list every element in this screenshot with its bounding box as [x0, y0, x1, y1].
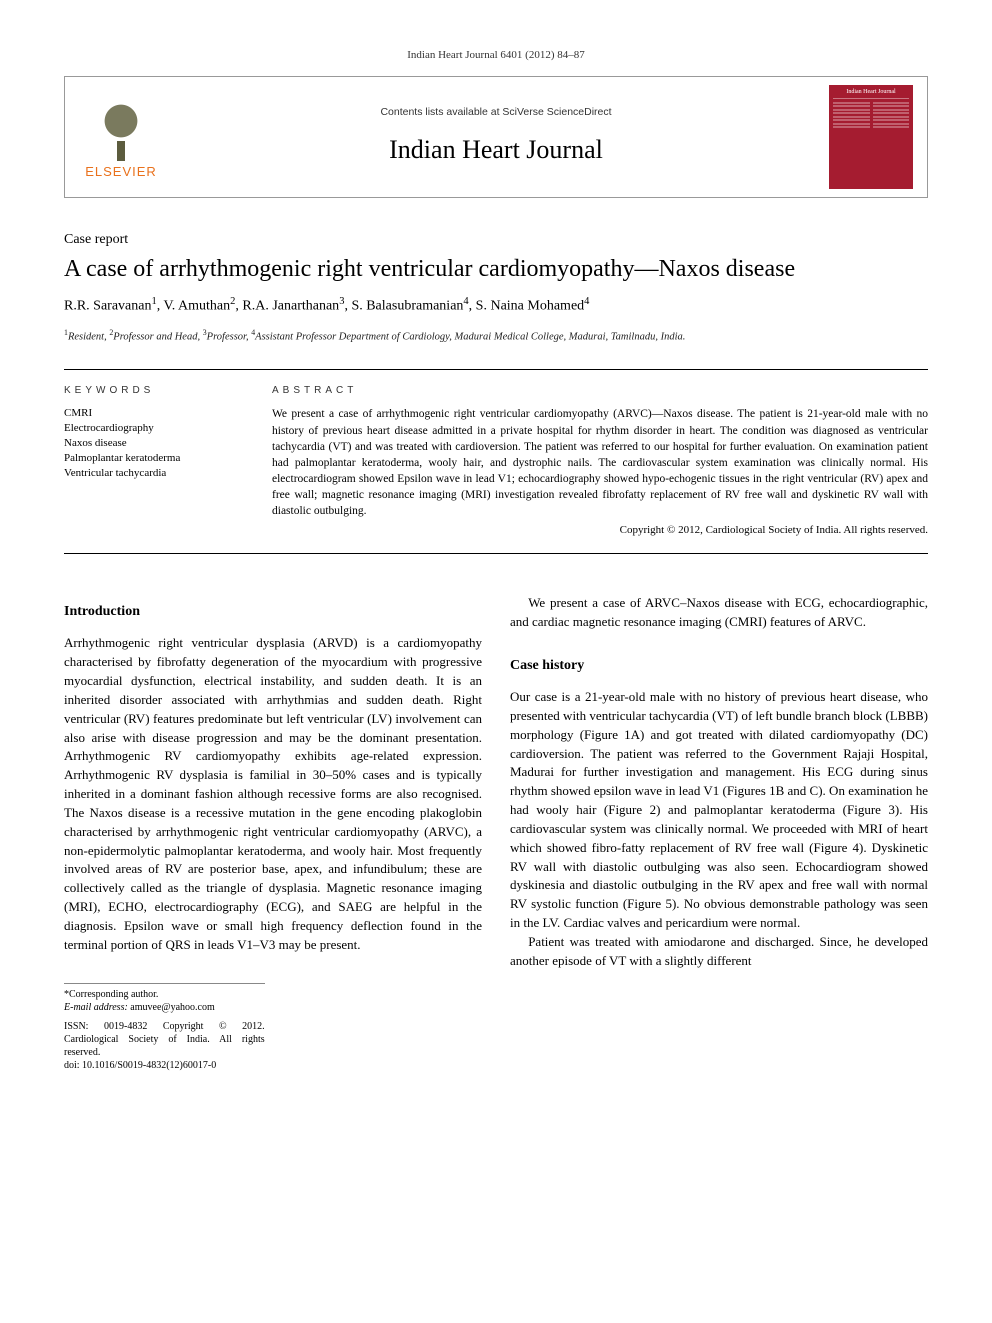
case-history-heading: Case history: [510, 656, 928, 676]
journal-cover-thumbnail: Indian Heart Journal: [829, 85, 913, 189]
issn-copyright-line: ISSN: 0019-4832 Copyright © 2012. Cardio…: [64, 1020, 265, 1059]
elsevier-tree-icon: [86, 101, 156, 161]
introduction-heading: Introduction: [64, 602, 482, 622]
keyword-item: Naxos disease: [64, 436, 244, 451]
corresponding-author-note: *Corresponding author.: [64, 988, 265, 1001]
lead-paragraph: We present a case of ARVC–Naxos disease …: [510, 594, 928, 632]
footnotes-block: *Corresponding author. E-mail address: a…: [64, 983, 265, 1072]
email-address: amuvee@yahoo.com: [130, 1002, 214, 1013]
abstract-label: ABSTRACT: [272, 384, 928, 399]
introduction-paragraph: Arrhythmogenic right ventricular dysplas…: [64, 634, 482, 954]
body-column-left: Introduction Arrhythmogenic right ventri…: [64, 594, 482, 1072]
elsevier-wordmark: ELSEVIER: [85, 163, 157, 182]
cover-thumb-title: Indian Heart Journal: [833, 89, 909, 99]
author-list: R.R. Saravanan1, V. Amuthan2, R.A. Janar…: [64, 294, 928, 317]
elsevier-logo: ELSEVIER: [79, 92, 163, 182]
article-type: Case report: [64, 230, 928, 250]
keyword-item: CMRI: [64, 406, 244, 421]
abstract-keywords-block: KEYWORDS CMRIElectrocardiographyNaxos di…: [64, 369, 928, 554]
journal-header-box: ELSEVIER Contents lists available at Sci…: [64, 76, 928, 198]
keywords-label: KEYWORDS: [64, 384, 244, 399]
contents-availability-line: Contents lists available at SciVerse Sci…: [163, 105, 829, 120]
keyword-item: Palmoplantar keratoderma: [64, 451, 244, 466]
affiliations: 1Resident, 2Professor and Head, 3Profess…: [64, 327, 928, 345]
running-head-citation: Indian Heart Journal 6401 (2012) 84–87: [64, 48, 928, 64]
email-label: E-mail address:: [64, 1002, 128, 1013]
body-two-column: Introduction Arrhythmogenic right ventri…: [64, 594, 928, 1072]
abstract-copyright: Copyright © 2012, Cardiological Society …: [272, 523, 928, 539]
journal-title: Indian Heart Journal: [163, 131, 829, 169]
keywords-column: KEYWORDS CMRIElectrocardiographyNaxos di…: [64, 384, 244, 539]
keyword-item: Electrocardiography: [64, 421, 244, 436]
case-history-p1: Our case is a 21-year-old male with no h…: [510, 688, 928, 933]
article-title: A case of arrhythmogenic right ventricul…: [64, 254, 928, 284]
keyword-item: Ventricular tachycardia: [64, 466, 244, 481]
doi-line: doi: 10.1016/S0019-4832(12)60017-0: [64, 1059, 265, 1072]
abstract-text: We present a case of arrhythmogenic righ…: [272, 406, 928, 519]
header-center: Contents lists available at SciVerse Sci…: [163, 105, 829, 168]
email-line: E-mail address: amuvee@yahoo.com: [64, 1001, 265, 1014]
body-column-right: We present a case of ARVC–Naxos disease …: [510, 594, 928, 1072]
case-history-p2: Patient was treated with amiodarone and …: [510, 933, 928, 971]
abstract-column: ABSTRACT We present a case of arrhythmog…: [272, 384, 928, 539]
